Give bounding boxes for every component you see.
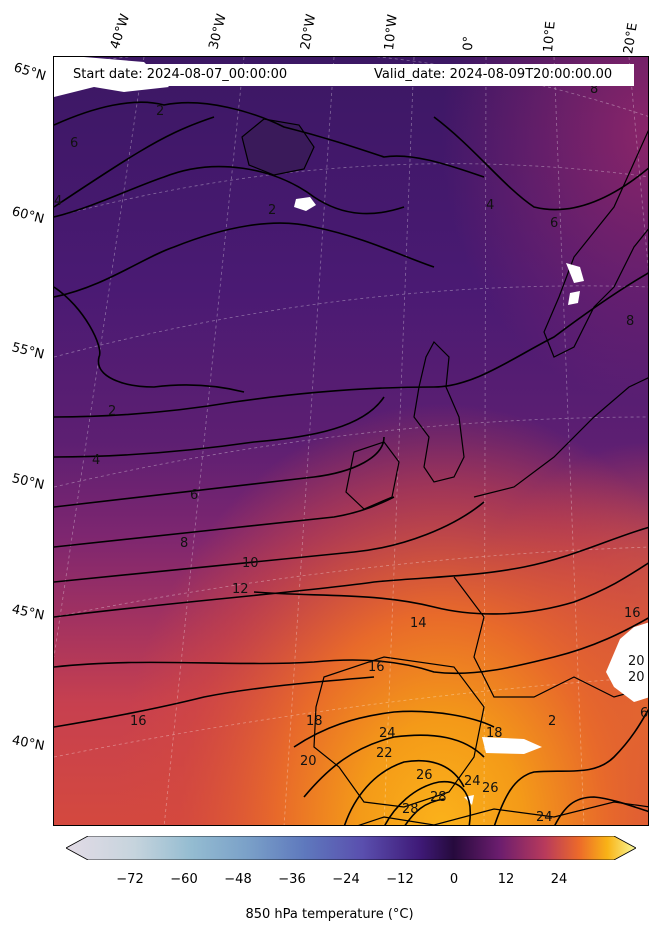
- lat-label-50n: 50°N: [10, 471, 46, 494]
- colorbar-tick: −72: [116, 872, 144, 887]
- contour-label: 24: [379, 726, 396, 741]
- lon-label-10e: 10°E: [541, 20, 559, 54]
- lat-label-55n: 55°N: [10, 340, 46, 363]
- colorbar-tick: 12: [497, 872, 515, 887]
- contour-label: 6: [190, 488, 198, 503]
- contour-label: 26: [482, 781, 499, 796]
- colorbar-tick: −60: [170, 872, 198, 887]
- colorbar: [66, 836, 636, 860]
- colorbar-title: 850 hPa temperature (°C): [245, 907, 414, 922]
- colorbar-tick: −48: [224, 872, 252, 887]
- lat-label-45n: 45°N: [10, 602, 46, 624]
- start-date-label: Start date: 2024-08-07_00:00:00: [73, 67, 288, 82]
- contour-label: 16: [130, 714, 147, 729]
- contour-label: 18: [306, 714, 323, 729]
- lat-label-60n: 60°N: [10, 204, 46, 228]
- contour-label: 20: [300, 754, 317, 769]
- contour-label: 6: [70, 136, 78, 151]
- colorbar-tick: 24: [550, 872, 568, 887]
- contour-label: 10: [242, 556, 259, 571]
- contour-label: 22: [376, 746, 393, 761]
- colorbar-tick: −36: [278, 872, 306, 887]
- contour-label: 12: [232, 582, 249, 597]
- contour-label: 20: [628, 670, 645, 685]
- lat-label-40n: 40°N: [10, 733, 46, 755]
- lon-label-20e: 20°E: [621, 21, 641, 55]
- contour-label: 2: [548, 714, 556, 729]
- lon-label-40w: 40°W: [107, 12, 134, 51]
- header-strip: [68, 64, 634, 86]
- lon-label-20w: 20°W: [298, 13, 320, 52]
- temperature-map: 2 6 4 2 6 4 2 4 6 8 10 12 14 16 16 16 18…: [53, 56, 649, 826]
- contour-label: 8: [626, 314, 634, 329]
- lon-label-0: 0°: [461, 35, 477, 51]
- contour-label: 16: [624, 606, 641, 621]
- contour-label: 28: [430, 790, 447, 805]
- contour-label: 16: [368, 660, 385, 675]
- map-canvas: 2 6 4 2 6 4 2 4 6 8 10 12 14 16 16 16 18…: [54, 57, 648, 825]
- contour-label: 2: [156, 104, 164, 119]
- valid-date-label: Valid_date: 2024-08-09T20:00:00.00: [374, 67, 613, 82]
- contour-label: 4: [486, 198, 494, 213]
- contour-label: 28: [402, 802, 419, 817]
- contour-label: 20: [628, 654, 645, 669]
- contour-label: 4: [54, 194, 62, 209]
- contour-label: 6: [550, 216, 558, 231]
- colorbar-tick: 0: [449, 872, 459, 887]
- contour-label: 8: [180, 536, 188, 551]
- contour-label: 14: [410, 616, 427, 631]
- contour-label: 6: [640, 706, 648, 721]
- contour-label: 2: [108, 404, 116, 419]
- contour-label: 18: [486, 726, 503, 741]
- colorbar-tick: −12: [386, 872, 414, 887]
- contour-label: 2: [268, 203, 276, 218]
- lon-label-10w: 10°W: [382, 13, 401, 52]
- contour-label: 24: [536, 810, 553, 825]
- contour-label: 26: [416, 768, 433, 783]
- contour-label: 24: [464, 774, 481, 789]
- contour-label: 4: [92, 453, 100, 468]
- lat-label-65n: 65°N: [11, 60, 48, 85]
- colorbar-tick: −24: [332, 872, 360, 887]
- lon-label-30w: 30°W: [206, 12, 230, 51]
- contour-label: 8: [590, 82, 598, 97]
